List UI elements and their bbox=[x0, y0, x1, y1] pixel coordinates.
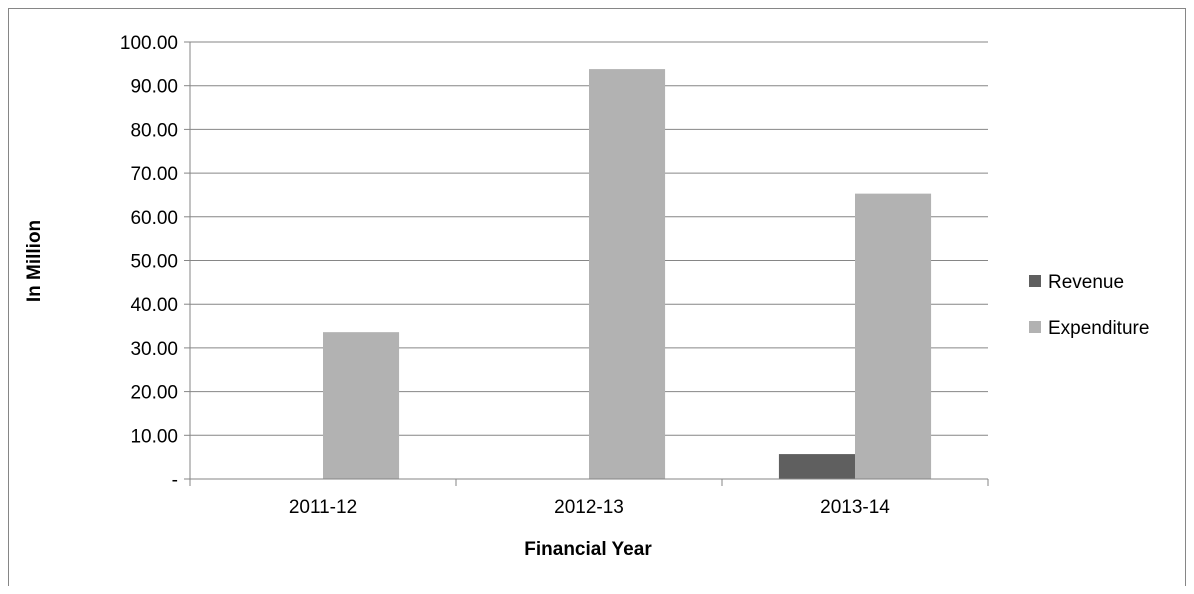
x-tick-labels: 2011-12 2012-13 2013-14 bbox=[289, 497, 890, 518]
legend-label-revenue: Revenue bbox=[1048, 272, 1124, 293]
bar-revenue-2013-14 bbox=[778, 454, 855, 479]
y-tick-label: 30.00 bbox=[130, 339, 178, 360]
legend: Revenue Expenditure bbox=[1029, 272, 1149, 339]
y-tick-label: 10.00 bbox=[130, 426, 178, 447]
y-tick-label: 100.00 bbox=[120, 33, 178, 54]
bar-expenditure-2012-13 bbox=[589, 69, 666, 480]
y-tick-label: 20.00 bbox=[130, 383, 178, 404]
y-tick-label: 90.00 bbox=[130, 77, 178, 98]
y-tick-label: 50.00 bbox=[130, 252, 178, 273]
y-tick-label: 40.00 bbox=[130, 295, 178, 316]
y-tick-labels: - 10.00 20.00 30.00 40.00 50.00 60.00 70.00 80.0… bbox=[120, 33, 178, 491]
x-tick-label: 2013-14 bbox=[820, 497, 890, 518]
y-tick-label: 60.00 bbox=[130, 208, 178, 229]
legend-swatch-expenditure bbox=[1029, 321, 1041, 333]
x-tick-label: 2011-12 bbox=[289, 497, 357, 518]
axes bbox=[184, 41, 989, 486]
bar-expenditure-2011-12 bbox=[323, 332, 400, 479]
legend-label-expenditure: Expenditure bbox=[1048, 318, 1149, 339]
y-tick-label: 80.00 bbox=[130, 120, 178, 141]
y-axis-title: In Million bbox=[24, 220, 45, 302]
y-tick-label: 70.00 bbox=[130, 164, 178, 185]
bars bbox=[323, 69, 932, 480]
x-tick-label: 2012-13 bbox=[554, 497, 624, 518]
chart-frame bbox=[8, 8, 1186, 586]
x-axis-title: Financial Year bbox=[524, 539, 652, 560]
legend-swatch-revenue bbox=[1029, 275, 1041, 287]
y-tick-label: - bbox=[172, 470, 178, 491]
bar-expenditure-2013-14 bbox=[855, 193, 932, 479]
